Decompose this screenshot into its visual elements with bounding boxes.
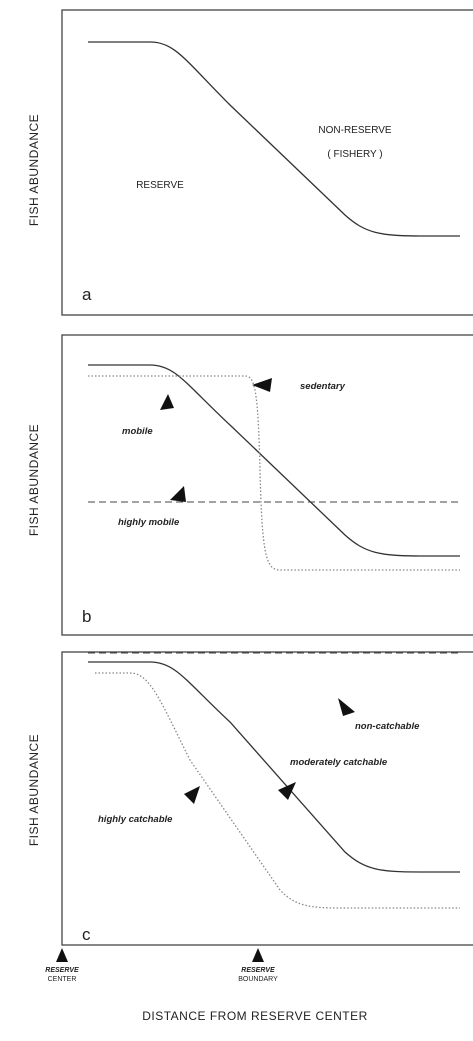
y-axis-label: FISH ABUNDANCE	[27, 424, 41, 536]
arrow	[252, 378, 272, 392]
label: RESERVE	[136, 180, 184, 191]
marker-label: RESERVE	[45, 967, 79, 974]
y-axis-label: FISH ABUNDANCE	[27, 114, 41, 226]
moderately-catchable-curve	[88, 661, 460, 873]
panel-label: a	[82, 285, 92, 304]
arrow	[338, 698, 355, 716]
y-axis-label: FISH ABUNDANCE	[27, 734, 41, 846]
panel-label: b	[82, 607, 91, 626]
panel-frame	[61, 651, 473, 946]
label: NON-RESERVE	[318, 125, 391, 136]
mobile-curve	[88, 364, 460, 557]
panel-c: FISH ABUNDANCE non-catchable moderately …	[27, 651, 473, 946]
label: non-catchable	[355, 721, 420, 732]
marker-label: CENTER	[48, 976, 77, 983]
label: mobile	[122, 426, 153, 437]
sedentary-curve	[88, 375, 460, 571]
highly-catchable-curve	[95, 672, 460, 909]
x-axis-title: DISTANCE FROM RESERVE CENTER	[142, 1009, 368, 1023]
panel-frame	[61, 334, 473, 636]
panel-a: FISH ABUNDANCE RESERVE NON-RESERVE ( FIS…	[27, 9, 473, 316]
panel-b: FISH ABUNDANCE sedentary mobile highly m…	[27, 334, 473, 636]
panel-label: c	[82, 925, 91, 944]
arrow	[170, 486, 186, 502]
marker-label: BOUNDARY	[238, 976, 278, 983]
label: moderately catchable	[290, 757, 388, 768]
label: highly mobile	[118, 517, 180, 528]
arrow	[184, 786, 200, 804]
arrow	[278, 782, 296, 800]
x-axis: RESERVE CENTER RESERVE BOUNDARY DISTANCE…	[45, 948, 368, 1023]
label: sedentary	[300, 381, 346, 392]
label: ( FISHERY )	[327, 149, 382, 160]
arrow	[160, 394, 174, 410]
marker-arrow	[252, 948, 264, 962]
panel-frame	[61, 9, 473, 316]
label: highly catchable	[98, 814, 173, 825]
marker-arrow	[56, 948, 68, 962]
abundance-curve	[88, 41, 460, 237]
marker-label: RESERVE	[241, 967, 275, 974]
